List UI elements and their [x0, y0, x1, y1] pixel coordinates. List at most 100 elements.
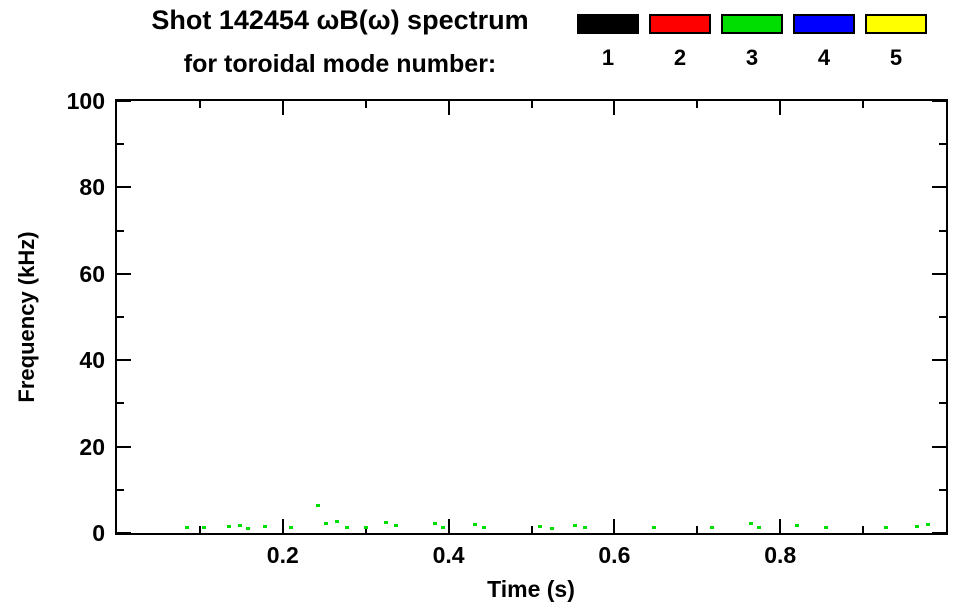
scatter-point	[757, 525, 762, 529]
scatter-point	[289, 526, 294, 530]
scatter-point	[573, 523, 578, 527]
axis-tick	[862, 101, 864, 108]
axis-tick	[117, 532, 131, 534]
scatter-point	[914, 525, 919, 529]
plot-area	[115, 99, 948, 535]
axis-tick	[448, 101, 450, 115]
axis-tick	[448, 519, 450, 533]
axis-tick	[117, 273, 131, 275]
axis-tick	[696, 101, 698, 108]
chart-subtitle: for toroidal mode number:	[183, 50, 497, 78]
scatter-point	[202, 526, 207, 530]
scatter-point	[652, 526, 657, 530]
scatter-point	[823, 525, 828, 529]
scatter-point	[316, 503, 321, 507]
legend-item-mode-2: 2	[649, 14, 711, 69]
legend-item-mode-1: 1	[577, 14, 639, 69]
axis-tick	[117, 402, 124, 404]
axis-tick	[932, 100, 946, 102]
scatter-point	[262, 525, 267, 529]
scatter-point	[583, 526, 588, 530]
legend-swatch-mode-2	[649, 14, 711, 34]
scatter-point	[226, 525, 231, 529]
scatter-point	[237, 523, 242, 527]
y-tick-label: 80	[79, 174, 105, 201]
axis-tick	[613, 519, 615, 533]
axis-tick	[282, 101, 284, 115]
y-tick-label: 40	[79, 347, 105, 374]
axis-tick	[939, 489, 946, 491]
legend-label-mode-5: 5	[889, 45, 903, 70]
scatter-point	[334, 519, 339, 523]
axis-tick	[939, 402, 946, 404]
axis-tick	[862, 526, 864, 533]
axis-tick	[932, 359, 946, 361]
axis-tick	[531, 101, 533, 108]
axis-tick	[117, 230, 124, 232]
axis-tick	[531, 526, 533, 533]
axis-tick	[117, 316, 124, 318]
axis-tick	[117, 186, 131, 188]
legend-swatch-mode-3	[721, 14, 783, 34]
y-tick-label: 100	[66, 88, 105, 114]
scatter-point	[925, 522, 930, 526]
scatter-point	[550, 526, 555, 530]
x-tick-label: 0.8	[764, 542, 797, 568]
axis-tick	[199, 526, 201, 533]
scatter-point	[710, 525, 715, 529]
legend-label-mode-4: 4	[817, 45, 831, 70]
legend-label-mode-3: 3	[745, 45, 759, 70]
scatter-point	[884, 526, 889, 530]
axis-tick	[117, 143, 124, 145]
axis-tick	[613, 101, 615, 115]
scatter-point	[482, 526, 487, 530]
legend-swatch-mode-4	[793, 14, 855, 34]
axis-tick	[365, 101, 367, 108]
axis-tick	[282, 519, 284, 533]
x-tick-label: 0.2	[266, 542, 299, 568]
axis-tick	[117, 446, 131, 448]
axis-tick	[779, 519, 781, 533]
axis-tick	[199, 101, 201, 108]
axis-tick	[932, 446, 946, 448]
axis-tick	[932, 532, 946, 534]
axis-tick	[117, 100, 131, 102]
axis-tick	[696, 526, 698, 533]
x-tick-label: 0.4	[432, 542, 465, 568]
y-axis-label: Frequency (kHz)	[14, 231, 39, 403]
legend-swatch-mode-5	[865, 14, 927, 34]
scatter-point	[344, 525, 349, 529]
scatter-point	[185, 525, 190, 529]
mode-legend: 1 2 3 4 5	[577, 14, 927, 69]
axis-tick	[779, 101, 781, 115]
axis-tick	[939, 316, 946, 318]
x-tick-label: 0.6	[598, 542, 631, 568]
axis-tick	[117, 359, 131, 361]
scatter-point	[245, 526, 250, 530]
scatter-point	[794, 523, 799, 527]
legend-swatch-mode-1	[577, 14, 639, 34]
scatter-point	[432, 522, 437, 526]
scatter-point	[323, 522, 328, 526]
axis-tick	[932, 273, 946, 275]
axis-tick	[939, 143, 946, 145]
chart-title: Shot 142454 ωB(ω) spectrum	[151, 5, 529, 35]
y-tick-label: 0	[92, 520, 105, 546]
scatter-point	[384, 520, 389, 524]
scatter-point	[749, 521, 754, 525]
y-tick-label: 20	[79, 433, 105, 460]
legend-item-mode-5: 5	[865, 14, 927, 69]
legend-label-mode-2: 2	[673, 45, 687, 70]
scatter-point	[394, 523, 399, 527]
axis-tick	[365, 526, 367, 533]
scatter-point	[537, 525, 542, 529]
axis-tick	[939, 230, 946, 232]
axis-tick	[932, 186, 946, 188]
y-tick-label: 60	[79, 260, 105, 287]
scatter-point	[473, 522, 478, 526]
scatter-point	[440, 525, 445, 529]
legend-item-mode-3: 3	[721, 14, 783, 69]
legend-item-mode-4: 4	[793, 14, 855, 69]
x-axis-label: Time (s)	[487, 576, 575, 602]
